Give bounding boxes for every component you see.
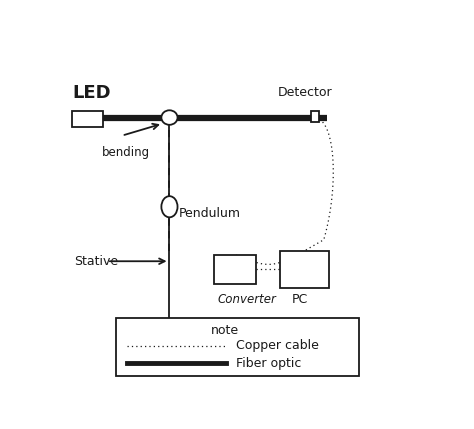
- Bar: [116, 318, 359, 376]
- Bar: [213, 255, 256, 284]
- Text: Pendulum: Pendulum: [179, 207, 241, 220]
- Text: Detector: Detector: [278, 86, 332, 99]
- Ellipse shape: [161, 196, 178, 218]
- Circle shape: [161, 110, 178, 125]
- Text: PC: PC: [292, 293, 308, 306]
- Bar: [72, 111, 103, 127]
- Bar: [311, 111, 319, 122]
- Bar: [280, 251, 329, 288]
- Text: Fiber optic: Fiber optic: [236, 356, 301, 370]
- Text: LED: LED: [72, 84, 111, 102]
- Text: Stative: Stative: [74, 255, 118, 268]
- Text: Copper cable: Copper cable: [236, 339, 319, 352]
- Text: bending: bending: [101, 145, 150, 159]
- Text: Converter: Converter: [217, 293, 276, 305]
- Text: note: note: [211, 324, 239, 337]
